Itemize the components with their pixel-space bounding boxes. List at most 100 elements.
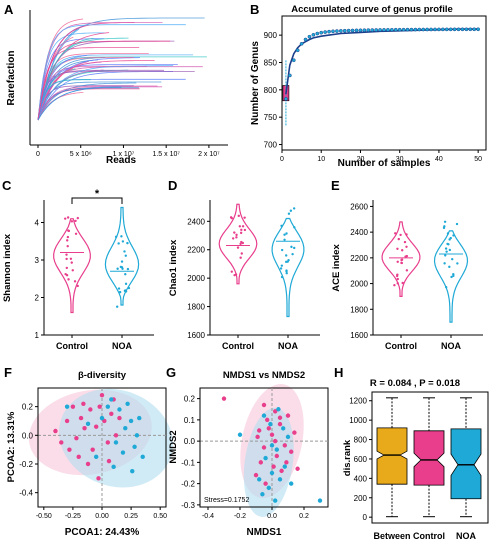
b-point [460, 27, 465, 32]
a-rarefaction-curve [37, 55, 88, 121]
b-x-tick-label: 40 [435, 156, 443, 163]
f-point-control [85, 461, 91, 467]
f-point-noa [137, 415, 142, 421]
g-point-noa [266, 485, 271, 491]
d-data-point [237, 214, 240, 218]
d-data-point [238, 225, 242, 228]
b-x-axis-title: Number of samples [338, 158, 431, 169]
a-rarefaction-curve [37, 54, 194, 121]
b-point [397, 27, 402, 32]
g-point-control [289, 449, 294, 454]
d-data-point [293, 246, 296, 250]
e-y-axis-title: ACE index [331, 244, 342, 292]
h-y-tick-label: 400 [354, 474, 368, 483]
d-data-point [241, 241, 245, 245]
d-data-point [236, 246, 240, 249]
b-point [476, 27, 481, 32]
f-chart-title: β-diversity [78, 370, 127, 381]
g-point-control [277, 421, 283, 427]
g-point-noa [268, 421, 273, 427]
f-y-tick-label: 0.2 [22, 403, 34, 412]
f-point-control [82, 425, 87, 431]
c-data-point [118, 290, 122, 294]
a-rarefaction-curve [37, 85, 158, 121]
d-data-point [234, 273, 238, 276]
b-accumulation-line [285, 28, 479, 95]
c-data-point [123, 250, 126, 253]
b-point [346, 28, 351, 33]
e-data-point [452, 272, 455, 276]
c-data-point [70, 220, 74, 223]
a-x-tick-label: 5 x 10⁶ [70, 151, 92, 158]
e-data-point [443, 220, 447, 223]
a-rarefaction-curve [37, 37, 94, 121]
a-x-axis-title: Reads [106, 155, 136, 166]
e-data-point [452, 274, 455, 278]
d-data-point [240, 228, 243, 232]
e-data-point [393, 283, 396, 287]
f-point-control [88, 407, 93, 412]
f-y-tick-label: -0.4 [19, 489, 33, 498]
d-data-point [243, 228, 247, 232]
c-data-point [116, 267, 119, 270]
d-y-tick-label: 2000 [187, 274, 205, 283]
b-x-tick-label: 10 [317, 156, 325, 163]
g-y-axis-title: NMDS2 [168, 430, 179, 463]
c-data-point [115, 305, 119, 308]
f-point-control [105, 440, 111, 445]
e-data-point [396, 282, 399, 285]
b-point [323, 30, 328, 34]
f-y-tick-label: 0.0 [22, 431, 34, 440]
c-data-point [76, 284, 79, 288]
f-x-tick-label: -0.50 [36, 513, 52, 520]
c-data-point [127, 286, 131, 290]
g-point-control [279, 468, 284, 474]
c-y-tick-label: 2 [35, 294, 40, 303]
f-point-noa [111, 464, 116, 470]
g-point-control [261, 402, 267, 408]
f-x-axis-title: PCOA1: 24.43% [65, 527, 140, 538]
d-y-tick-label: 1600 [187, 331, 205, 340]
f-point-noa [105, 404, 111, 409]
d-data-point [285, 232, 288, 235]
e-category-label: NOA [441, 341, 462, 351]
d-data-point [279, 267, 283, 270]
g-x-tick-label: -0.4 [202, 513, 214, 520]
e-data-point [396, 260, 399, 263]
a-rarefaction-curve [37, 87, 139, 121]
f-point-control [117, 415, 122, 421]
a-rarefaction-curve [37, 65, 174, 121]
f-point-noa [85, 421, 91, 427]
c-data-point [65, 257, 68, 261]
c-data-point [124, 254, 127, 257]
e-data-point [405, 233, 408, 236]
b-point [366, 28, 371, 32]
d-data-point [280, 224, 283, 228]
f-point-control [67, 447, 72, 452]
e-category-label: Control [385, 341, 417, 351]
h-box-between [376, 427, 408, 485]
h-box-noa [450, 428, 482, 500]
c-data-point [63, 217, 67, 220]
e-data-point [444, 247, 448, 250]
c-category-label: Control [56, 341, 88, 351]
d-data-point [240, 252, 243, 255]
g-y-tick-label: 0.0 [184, 437, 196, 446]
a-rarefaction-curve [37, 32, 110, 121]
d-data-point [239, 256, 242, 259]
c-data-point [120, 266, 124, 269]
b-point [311, 32, 316, 37]
g-point-control [282, 443, 287, 448]
h-y-tick-label: 600 [354, 455, 368, 464]
g-point-noa [285, 434, 291, 440]
e-data-point [448, 265, 451, 269]
panel-label-d: D [168, 178, 177, 193]
e-data-point [404, 255, 407, 258]
d-data-point [291, 252, 294, 256]
d-data-point [293, 226, 296, 229]
c-data-point [124, 272, 127, 276]
f-x-tick-label: -0.25 [65, 513, 81, 520]
g-point-noa [277, 477, 283, 482]
b-point [433, 27, 437, 32]
f-point-control [81, 401, 86, 406]
